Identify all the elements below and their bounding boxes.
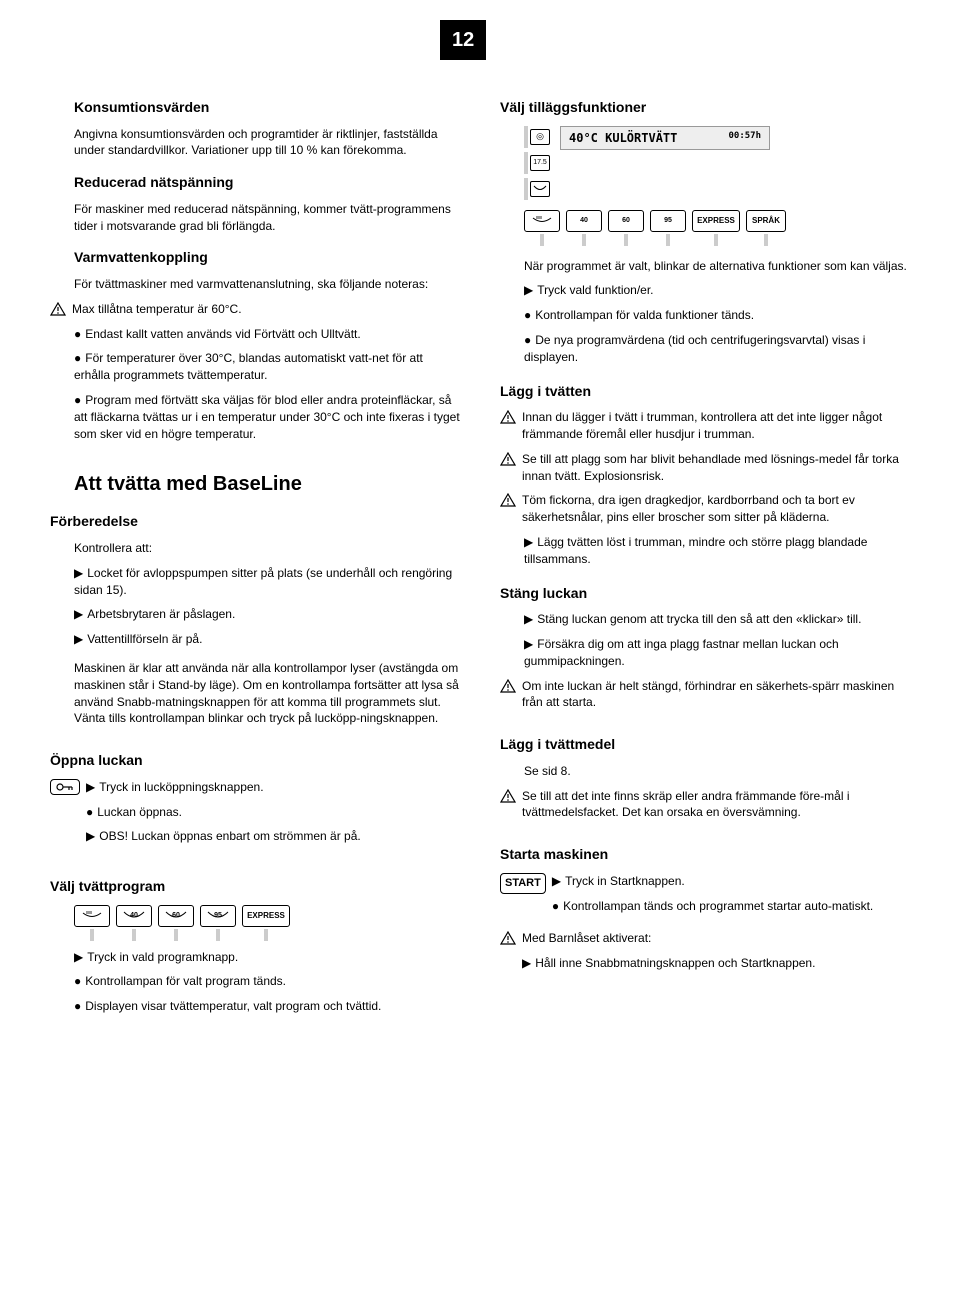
valj-dot-2: ●Displayen visar tvättemperatur, valt pr… bbox=[74, 998, 460, 1015]
option-button-row: 40 60 95 EXPRESS SPRÅK bbox=[524, 210, 910, 246]
heading-stang: Stäng luckan bbox=[500, 584, 910, 604]
opt-sprak: SPRÅK bbox=[746, 210, 786, 232]
valj-tri-1: ▶Tryck in vald programknapp. bbox=[74, 949, 460, 966]
tri-3: ▶Vattentillförseln är på. bbox=[74, 631, 460, 648]
tri-1: ▶Locket för avloppspumpen sitter på plat… bbox=[74, 565, 460, 599]
lcd-text-left: 40°C KULÖRTVÄTT bbox=[569, 130, 677, 147]
starta-warn: Med Barnlåset aktiverat: ▶Håll inne Snab… bbox=[500, 930, 910, 980]
start-icon: START bbox=[500, 873, 546, 894]
tri-2: ▶Arbetsbrytaren är påslagen. bbox=[74, 606, 460, 623]
warning-icon bbox=[500, 789, 516, 803]
lagg-warn-2-text: Se till att plagg som har blivit behandl… bbox=[522, 451, 910, 485]
warn-text-maxtemp: Max tillåtna temperatur är 60°C. bbox=[72, 301, 242, 318]
warning-icon bbox=[500, 679, 516, 693]
para-maskinen: Maskinen är klar att använda när alla ko… bbox=[74, 660, 460, 727]
two-column-layout: Konsumtionsvärden Angivna konsumtionsvär… bbox=[50, 84, 910, 1023]
bullet-3: ●Program med förtvätt ska väljas för blo… bbox=[74, 392, 460, 442]
sym-spin: ◎ bbox=[530, 129, 550, 145]
para-reduc: För maskiner med reducerad nätspänning, … bbox=[74, 201, 460, 235]
left-column: Konsumtionsvärden Angivna konsumtionsvär… bbox=[50, 84, 460, 1023]
btn-60: 60 bbox=[158, 905, 194, 927]
heading-vtill: Välj tilläggsfunktioner bbox=[500, 98, 910, 118]
heading-konsum: Konsumtionsvärden bbox=[74, 98, 460, 118]
vtill-dot-1: ●Kontrollampan för valda funktioner tänd… bbox=[524, 307, 910, 324]
starta-tri-2: ▶Håll inne Snabbmatningsknappen och Star… bbox=[522, 955, 815, 972]
oppna-tri-1: ▶Tryck in lucköppningsknappen. bbox=[86, 779, 361, 796]
stang-warn-1-text: Om inte luckan är helt stängd, förhindra… bbox=[522, 678, 910, 712]
bullet-2: ●För temperaturer över 30°C, blandas aut… bbox=[74, 350, 460, 384]
key-row: ▶Tryck in lucköppningsknappen. ●Luckan ö… bbox=[50, 779, 460, 853]
stang-warn-1: Om inte luckan är helt stängd, förhindra… bbox=[500, 678, 910, 712]
starta-warn-text: Med Barnlåset aktiverat: bbox=[522, 930, 815, 947]
warning-icon bbox=[500, 493, 516, 507]
program-button-row: 40 60 95 EXPRESS bbox=[74, 905, 460, 941]
heading-lagg: Lägg i tvätten bbox=[500, 382, 910, 402]
btn-hand bbox=[74, 905, 110, 927]
lagg-warn-1: Innan du lägger i tvätt i trumman, kontr… bbox=[500, 409, 910, 443]
oppna-tri-2: ▶OBS! Luckan öppnas enbart om strömmen ä… bbox=[86, 828, 361, 845]
warning-icon bbox=[500, 410, 516, 424]
warning-icon bbox=[500, 452, 516, 466]
opt-express: EXPRESS bbox=[692, 210, 740, 232]
warning-icon bbox=[50, 302, 66, 316]
opt-60: 60 bbox=[608, 210, 644, 232]
vtill-dot-2: ●De nya programvärdena (tid och centrifu… bbox=[524, 332, 910, 366]
start-row: START ▶Tryck in Startknappen. ●Kontrolla… bbox=[500, 873, 910, 923]
bullet-1: ●Endast kallt vatten används vid Förtvät… bbox=[74, 326, 460, 343]
lcd-text-right: 00:57h bbox=[728, 130, 761, 147]
oppna-dot-1: ●Luckan öppnas. bbox=[86, 804, 361, 821]
heading-reduc: Reducerad nätspänning bbox=[74, 173, 460, 193]
lagg-tri-1: ▶Lägg tvätten löst i trumman, mindre och… bbox=[524, 534, 910, 568]
btn-express: EXPRESS bbox=[242, 905, 290, 927]
display-panel-top: ◎ 17.5 40°C KULÖRTVÄTT 00:57h bbox=[524, 126, 910, 200]
warn-row-maxtemp: Max tillåtna temperatur är 60°C. bbox=[50, 301, 460, 318]
starta-tri-1: ▶Tryck in Startknappen. bbox=[552, 873, 873, 890]
lagg-warn-3: Töm fickorna, dra igen dragkedjor, kardb… bbox=[500, 492, 910, 526]
laggtm-warn: Se till att det inte finns skräp eller a… bbox=[500, 788, 910, 822]
opt-95: 95 bbox=[650, 210, 686, 232]
para-varm1: För tvättmaskiner med varmvattenanslutni… bbox=[74, 276, 460, 293]
heading-varm: Varmvattenkoppling bbox=[74, 248, 460, 268]
btn-40: 40 bbox=[116, 905, 152, 927]
opt-40: 40 bbox=[566, 210, 602, 232]
lagg-warn-3-text: Töm fickorna, dra igen dragkedjor, kardb… bbox=[522, 492, 910, 526]
heading-laggtm: Lägg i tvättmedel bbox=[500, 735, 910, 755]
para-konsum: Angivna konsumtionsvärden och programtid… bbox=[74, 126, 460, 160]
opt-hand bbox=[524, 210, 560, 232]
para-nar: När programmet är valt, blinkar de alter… bbox=[524, 258, 910, 275]
lcd-display: 40°C KULÖRTVÄTT 00:57h bbox=[560, 126, 770, 151]
heading-forberedelse: Förberedelse bbox=[50, 512, 460, 532]
sym-175: 17.5 bbox=[530, 155, 550, 171]
warning-icon bbox=[500, 931, 516, 945]
page-number: 12 bbox=[440, 20, 486, 60]
valj-dot-1: ●Kontrollampan för valt program tänds. bbox=[74, 973, 460, 990]
lagg-warn-2: Se till att plagg som har blivit behandl… bbox=[500, 451, 910, 485]
heading-oppna: Öppna luckan bbox=[50, 751, 460, 771]
btn-95: 95 bbox=[200, 905, 236, 927]
heading-starta: Starta maskinen bbox=[500, 845, 910, 865]
vtill-tri-1: ▶Tryck vald funktion/er. bbox=[524, 282, 910, 299]
laggtm-p1: Se sid 8. bbox=[524, 763, 910, 780]
lagg-warn-1-text: Innan du lägger i tvätt i trumman, kontr… bbox=[522, 409, 910, 443]
heading-att-tvatta: Att tvätta med BaseLine bbox=[74, 470, 460, 498]
key-icon bbox=[50, 779, 80, 795]
stang-tri-1: ▶Stäng luckan genom att trycka till den … bbox=[524, 611, 910, 628]
starta-dot-1: ●Kontrollampan tänds och programmet star… bbox=[552, 898, 873, 915]
laggtm-warn-text: Se till att det inte finns skräp eller a… bbox=[522, 788, 910, 822]
right-column: Välj tilläggsfunktioner ◎ 17.5 40°C KULÖ… bbox=[500, 84, 910, 1023]
sym-wash bbox=[530, 181, 550, 197]
stang-tri-2: ▶Försäkra dig om att inga plagg fastnar … bbox=[524, 636, 910, 670]
para-kontrollera: Kontrollera att: bbox=[74, 540, 460, 557]
heading-valj-tvatt: Välj tvättprogram bbox=[50, 877, 460, 897]
